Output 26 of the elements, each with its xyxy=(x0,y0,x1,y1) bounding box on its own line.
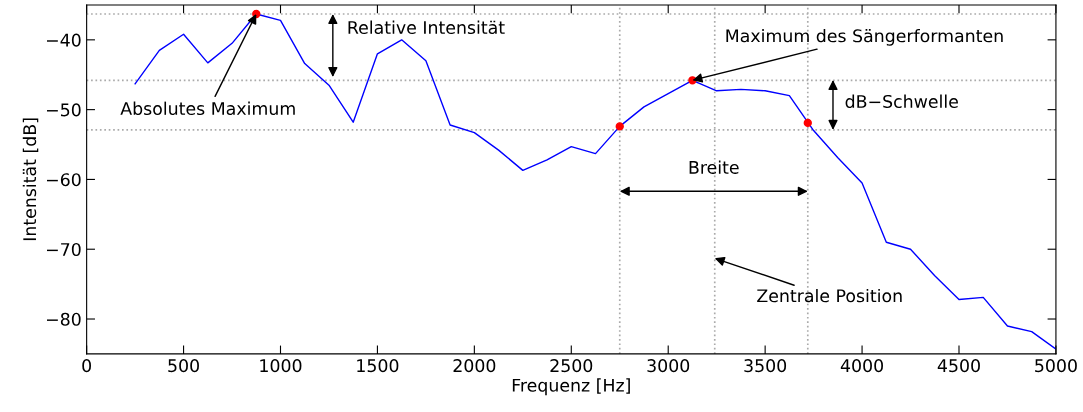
y-axis-title: Intensität [dB] xyxy=(22,118,39,241)
y-tick-label: −50 xyxy=(46,103,81,117)
point xyxy=(615,122,624,131)
x-tick-label: 500 xyxy=(168,359,199,373)
point xyxy=(803,118,812,128)
annotation: Absolutes Maximum xyxy=(120,101,295,116)
annotation: Zentrale Position xyxy=(757,288,902,303)
annotation: Breite xyxy=(689,160,739,174)
x-tick-label: 3500 xyxy=(744,359,787,373)
x-tick-label: 2500 xyxy=(550,359,593,373)
x-axis-title: Frequenz [Hz] xyxy=(512,378,630,396)
x-tick-label: 4000 xyxy=(840,359,884,373)
y-tick-label: −60 xyxy=(46,173,81,187)
x-tick-label: 5000 xyxy=(1035,359,1077,373)
x-tick-label: 0 xyxy=(82,359,92,373)
x-tick-label: 1500 xyxy=(357,359,399,373)
annotation: dB−Schwelle xyxy=(845,94,958,109)
y-tick-label: −80 xyxy=(46,312,81,326)
annotation: Maximum des Sängerformanten xyxy=(726,28,1003,46)
x-tick-label: 1000 xyxy=(260,359,302,373)
x-tick-label: 2000 xyxy=(453,359,496,373)
y-tick-label: −40 xyxy=(46,33,81,47)
y-tick-label: −70 xyxy=(46,242,81,257)
x-tick-label: 3000 xyxy=(647,359,690,373)
x-tick-label: 4500 xyxy=(937,359,980,373)
annotation: Relative Intensität xyxy=(348,20,505,35)
